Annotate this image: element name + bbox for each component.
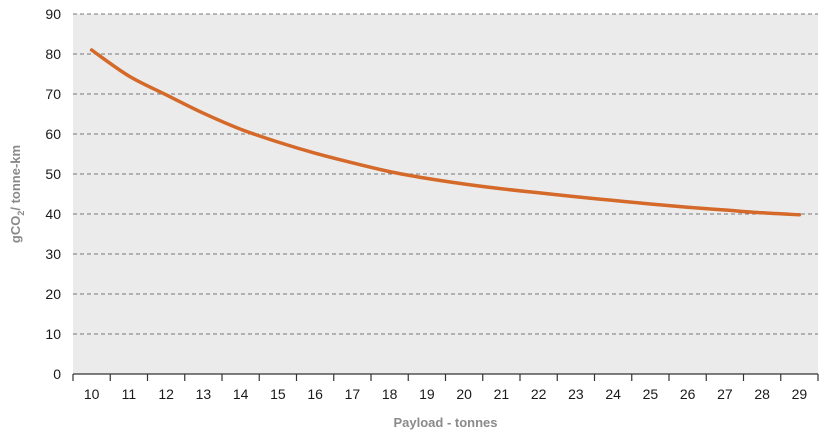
y-tick-label: 10: [45, 326, 61, 342]
y-axis-title-part-2: / tonne-km: [8, 145, 23, 211]
y-axis-title: gCO2/ tonne-km: [8, 145, 26, 243]
y-tick-label: 50: [45, 166, 61, 182]
y-tick-label: 80: [45, 46, 61, 62]
x-tick-label: 11: [122, 386, 137, 402]
x-tick-label: 26: [680, 386, 696, 402]
x-tick-label: 23: [568, 386, 584, 402]
y-axis-title-part-1: gCO: [8, 216, 23, 243]
y-tick-label: 40: [45, 206, 61, 222]
x-axis-title: Payload - tonnes: [393, 415, 497, 430]
x-tick-label: 20: [456, 386, 472, 402]
y-tick-label: 20: [45, 286, 61, 302]
x-tick-label: 13: [196, 386, 212, 402]
gridlines: [73, 13, 818, 335]
y-tick-label: 30: [45, 246, 61, 262]
y-axis-title-subscript: 2: [16, 211, 26, 216]
y-tick-labels: 0 10 20 30 40 50 60 70 80 90: [45, 6, 61, 382]
x-tick-label: 22: [531, 386, 547, 402]
x-tick-label: 15: [270, 386, 286, 402]
x-tick-label: 27: [717, 386, 733, 402]
x-tick-label: 19: [419, 386, 435, 402]
y-tick-label: 90: [45, 6, 61, 22]
x-axis: [72, 373, 819, 381]
x-tick-label: 24: [605, 386, 621, 402]
x-tick-label: 28: [754, 386, 770, 402]
y-tick-label: 70: [45, 86, 61, 102]
x-tick-label: 29: [792, 386, 808, 402]
y-tick-label: 60: [45, 126, 61, 142]
x-tick-label: 14: [233, 386, 249, 402]
x-tick-labels: 10 11 12 13 14 15 16 17 18 19 20 21 22 23 24 25 26 27 28 29: [84, 386, 808, 402]
x-tick-label: 12: [158, 386, 174, 402]
x-tick-label: 25: [643, 386, 659, 402]
x-tick-label: 17: [345, 386, 361, 402]
x-tick-label: 16: [307, 386, 323, 402]
x-tick-label: 10: [84, 386, 100, 402]
x-tick-label: 21: [494, 386, 510, 402]
x-tick-label: 18: [382, 386, 398, 402]
series-line: [89, 48, 802, 217]
y-tick-label: 0: [53, 366, 61, 382]
plot-area: [73, 14, 818, 374]
